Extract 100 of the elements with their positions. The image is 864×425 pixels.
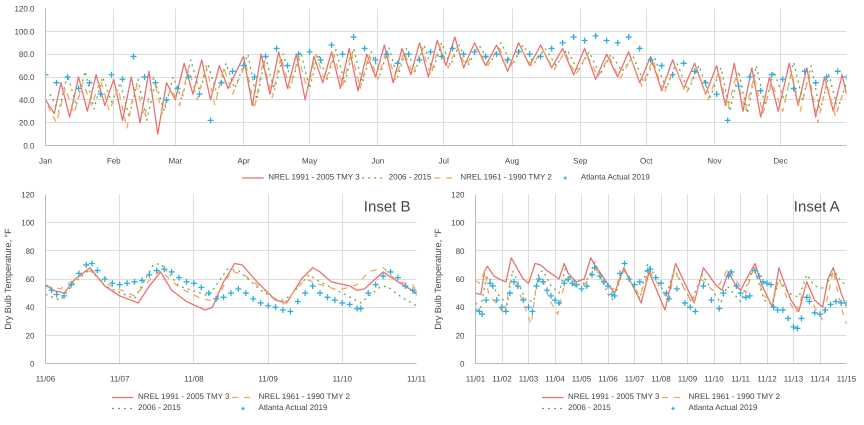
point (357, 304, 364, 312)
point (220, 294, 228, 301)
x-tick-label: 11/03 (518, 374, 539, 384)
legend-label: NREL 1961 - 1990 TMY 2 (258, 392, 350, 401)
point (198, 284, 205, 292)
point (386, 268, 394, 276)
y-tick-label: 0.0 (23, 142, 36, 150)
x-tick-label: 11/07 (624, 374, 645, 384)
x-tick-label: 11/05 (572, 374, 592, 384)
y-tick-label: 20.0 (18, 118, 36, 128)
legend-label: NREL 1961 - 1990 TMY 2 (688, 392, 780, 401)
y-tick-label: 100 (21, 218, 36, 228)
point (250, 295, 257, 302)
point (52, 290, 60, 298)
x-tick-label: Oct (640, 156, 654, 166)
x-tick-label: Nov (707, 156, 722, 166)
y-tick-label: 120 (21, 190, 36, 200)
y-tick-label: 0 (30, 360, 36, 368)
x-tick-label: Jan (39, 156, 52, 166)
point (227, 289, 235, 297)
point (68, 280, 76, 288)
annotation: Inset B (364, 198, 411, 216)
point (175, 274, 183, 282)
y-tick-label: 120.0 (14, 4, 36, 14)
point (146, 271, 154, 278)
legend-label: Atlanta Actual 2019 (580, 172, 650, 182)
x-tick-label: Apr (237, 156, 250, 166)
x-tick-label: 11/08 (184, 374, 204, 384)
point (379, 272, 387, 280)
point (160, 265, 168, 273)
x-tick-label: 11/09 (258, 374, 278, 384)
point (242, 289, 250, 297)
x-tick-label: May (302, 156, 318, 166)
x-tick-label: 11/11 (407, 374, 426, 384)
point (234, 285, 242, 293)
y-tick-label: 80 (26, 246, 36, 256)
point (364, 289, 372, 297)
legend-label: 2006 - 2015 (388, 172, 432, 182)
x-tick-label: Jul (438, 156, 450, 166)
x-tick-label: 11/07 (110, 374, 130, 384)
x-tick-label: 11/06 (36, 374, 56, 384)
point (138, 276, 146, 284)
point (60, 292, 68, 300)
legend-label: 2006 - 2015 (568, 403, 611, 412)
point (75, 270, 83, 278)
annotation: Inset A (794, 198, 840, 216)
y-tick-label: 120 (451, 190, 466, 200)
x-tick-label: Feb (106, 156, 122, 166)
point (372, 280, 380, 288)
point (168, 268, 176, 276)
legend-label: NREL 1961 - 1990 TMY 2 (460, 172, 552, 182)
y-tick-label: 60 (26, 275, 36, 284)
x-tick-label: 11/01 (466, 374, 486, 384)
point (279, 306, 287, 314)
legend-label: 2006 - 2015 (138, 403, 181, 412)
x-tick-label: 11/10 (704, 374, 724, 384)
y-tick-label: 40 (26, 303, 36, 312)
point (205, 289, 212, 297)
y-tick-label: 100 (451, 218, 466, 228)
y-tick-label: 60 (456, 275, 466, 284)
x-tick-label: Aug (504, 156, 520, 166)
y-tick-label: 0 (460, 360, 466, 368)
x-tick-label: 11/13 (784, 374, 804, 384)
x-tick-label: 11/06 (598, 374, 618, 384)
point (212, 295, 220, 302)
y-tick-label: 100.0 (14, 27, 36, 36)
x-tick-label: 11/11 (731, 374, 750, 384)
x-tick-label: Mar (168, 156, 183, 166)
legend-label: NREL 1991 - 2005 TMY 3 (568, 392, 660, 401)
y-tick-label: 60.0 (18, 73, 36, 82)
point (190, 280, 198, 287)
legend-label: NREL 1991 - 2005 TMY 3 (268, 172, 360, 182)
x-tick-label: 11/04 (545, 374, 566, 384)
x-tick-label: 11/10 (332, 374, 353, 384)
x-tick-label: 11/12 (757, 374, 778, 384)
y-tick-label: 20 (456, 331, 466, 340)
x-tick-label: Sep (573, 156, 588, 166)
x-tick-label: 11/02 (492, 374, 512, 384)
point (402, 282, 410, 290)
x-tick-label: 11/08 (651, 374, 672, 384)
point (272, 304, 280, 311)
point (409, 286, 416, 294)
x-tick-label: 11/15 (836, 374, 857, 384)
y-tick-label: 40.0 (18, 96, 36, 105)
x-tick-label: Jun (371, 156, 384, 166)
y-tick-label: 20 (26, 331, 36, 340)
legend-label: Atlanta Actual 2019 (258, 403, 328, 412)
x-tick-label: 11/09 (678, 374, 698, 384)
point (264, 302, 272, 310)
y-tick-label: 80 (456, 246, 466, 256)
x-tick-label: 11/14 (810, 374, 830, 384)
y-axis-title: Dry Bulb Temperature, °F (433, 228, 444, 330)
y-axis-title: Dry Bulb Temperature, °F (3, 228, 14, 330)
y-tick-label: 80.0 (18, 50, 36, 60)
point (394, 274, 402, 282)
point (153, 266, 160, 274)
point (182, 278, 190, 286)
x-tick-label: Dec (773, 156, 788, 166)
y-tick-label: 40 (456, 303, 466, 312)
point (257, 299, 264, 307)
